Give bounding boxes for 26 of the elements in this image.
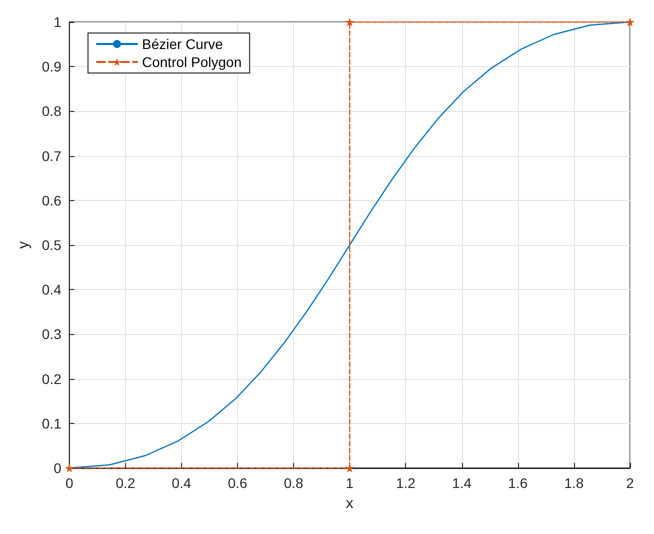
x-tick-label: 0.8: [284, 475, 304, 491]
x-tick-label: 1.2: [396, 475, 416, 491]
y-tick-label: 0.1: [42, 415, 62, 432]
x-tick-label: 1.8: [564, 475, 584, 491]
y-tick-label: 0.9: [42, 58, 62, 75]
x-tick-label: 0: [65, 475, 74, 491]
x-tick-label: 1.4: [452, 475, 472, 491]
legend-label: Control Polygon: [142, 54, 242, 70]
x-tick-label: 2: [626, 475, 634, 491]
y-tick-label: 0.8: [42, 103, 62, 120]
x-tick-label: 0.4: [172, 475, 192, 491]
x-tick-label: 1.6: [508, 475, 528, 491]
y-tick-label: 0.2: [42, 370, 62, 387]
x-tick-label: 0.6: [228, 475, 248, 491]
x-tick-label: 1: [346, 475, 354, 491]
y-axis-title: y: [15, 240, 32, 249]
y-tick-label: 0: [54, 460, 62, 476]
y-tick-label: 0.5: [42, 237, 62, 253]
x-axis-title: x: [346, 495, 354, 512]
y-tick-label: 0.7: [42, 148, 62, 164]
y-tick-label: 0.3: [42, 326, 62, 342]
legend-label: Bézier Curve: [142, 36, 224, 52]
x-tick-label: 0.2: [116, 475, 136, 491]
y-tick-label: 0.4: [42, 282, 62, 298]
y-tick-label: 0.6: [42, 192, 62, 208]
y-tick-label: 1: [54, 14, 62, 30]
